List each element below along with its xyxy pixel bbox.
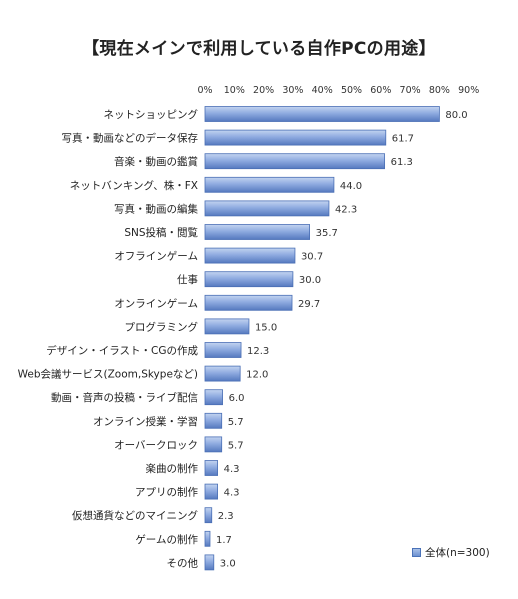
category-label: ネットバンキング、株・FX bbox=[70, 179, 198, 192]
x-tick-label: 20% bbox=[253, 85, 274, 96]
category-label: ネットショッピング bbox=[104, 108, 199, 121]
value-label: 61.3 bbox=[391, 157, 413, 168]
legend-swatch bbox=[412, 548, 421, 557]
value-label: 4.3 bbox=[224, 464, 240, 475]
value-label: 30.7 bbox=[301, 252, 323, 263]
value-label: 5.7 bbox=[228, 440, 244, 451]
value-label: 1.7 bbox=[216, 535, 232, 546]
bar bbox=[204, 412, 223, 429]
bar bbox=[204, 389, 223, 406]
category-label: 音楽・動画の鑑賞 bbox=[114, 155, 198, 168]
bar bbox=[204, 365, 241, 382]
value-label: 5.7 bbox=[228, 417, 244, 428]
value-label: 35.7 bbox=[316, 228, 338, 239]
bar bbox=[204, 153, 386, 170]
bar bbox=[204, 247, 296, 264]
x-tick-label: 40% bbox=[312, 85, 333, 96]
category-label: 楽曲の制作 bbox=[146, 462, 199, 475]
bar bbox=[204, 271, 294, 288]
category-label: オンライン授業・学習 bbox=[93, 415, 198, 428]
x-tick-label: 0% bbox=[197, 85, 212, 96]
value-label: 12.3 bbox=[247, 346, 269, 357]
value-label: 80.0 bbox=[445, 110, 467, 121]
bar bbox=[204, 318, 250, 335]
category-label: プログラミング bbox=[125, 320, 199, 333]
x-tick-label: 10% bbox=[224, 85, 245, 96]
category-label: 写真・動画の編集 bbox=[114, 202, 198, 215]
bar bbox=[204, 554, 215, 571]
category-label: ゲームの制作 bbox=[135, 533, 198, 546]
chart-title: 【現在メインで利用している自作PCの用途】 bbox=[82, 39, 436, 59]
value-label: 3.0 bbox=[220, 558, 236, 569]
bar bbox=[204, 507, 213, 524]
value-label: 29.7 bbox=[298, 299, 320, 310]
category-label: その他 bbox=[167, 556, 199, 569]
x-tick-label: 80% bbox=[429, 85, 450, 96]
legend: 全体(n=300) bbox=[412, 545, 490, 560]
bar bbox=[204, 200, 330, 217]
value-label: 30.0 bbox=[299, 275, 321, 286]
category-label: オフラインゲーム bbox=[114, 251, 198, 263]
bar bbox=[204, 224, 311, 240]
x-tick-label: 70% bbox=[400, 85, 421, 96]
category-label: デザイン・イラスト・CGの作成 bbox=[46, 344, 198, 357]
bar bbox=[204, 342, 242, 358]
category-label: Web会議サービス(Zoom,Skypeなど) bbox=[18, 368, 198, 381]
x-tick-label: 50% bbox=[341, 85, 362, 96]
category-label: オンラインゲーム bbox=[114, 298, 198, 310]
value-label: 4.3 bbox=[224, 488, 240, 499]
bar bbox=[204, 176, 335, 193]
x-tick-label: 60% bbox=[370, 85, 391, 96]
bar bbox=[204, 129, 387, 146]
category-label: アプリの制作 bbox=[135, 486, 198, 499]
bar bbox=[204, 106, 440, 122]
category-label: 仕事 bbox=[177, 273, 198, 286]
x-tick-label: 30% bbox=[282, 85, 303, 96]
bar bbox=[204, 530, 211, 547]
value-label: 42.3 bbox=[335, 204, 357, 215]
value-label: 6.0 bbox=[229, 393, 245, 404]
category-label: 仮想通貨などのマイニング bbox=[72, 509, 198, 522]
value-label: 61.7 bbox=[392, 134, 414, 145]
category-label: オーバークロック bbox=[114, 439, 198, 451]
bar bbox=[204, 294, 293, 311]
category-label: 動画・音声の投稿・ライブ配信 bbox=[51, 391, 198, 404]
bar bbox=[204, 483, 218, 500]
bar bbox=[204, 460, 218, 476]
legend-label: 全体(n=300) bbox=[425, 547, 490, 559]
value-label: 2.3 bbox=[218, 511, 234, 522]
bar bbox=[204, 436, 223, 453]
value-label: 12.0 bbox=[246, 370, 268, 381]
value-label: 15.0 bbox=[255, 322, 277, 333]
x-tick-label: 90% bbox=[458, 85, 479, 96]
category-label: SNS投稿・閲覧 bbox=[124, 226, 198, 239]
category-label: 写真・動画などのデータ保存 bbox=[62, 132, 199, 145]
value-label: 44.0 bbox=[340, 181, 362, 192]
